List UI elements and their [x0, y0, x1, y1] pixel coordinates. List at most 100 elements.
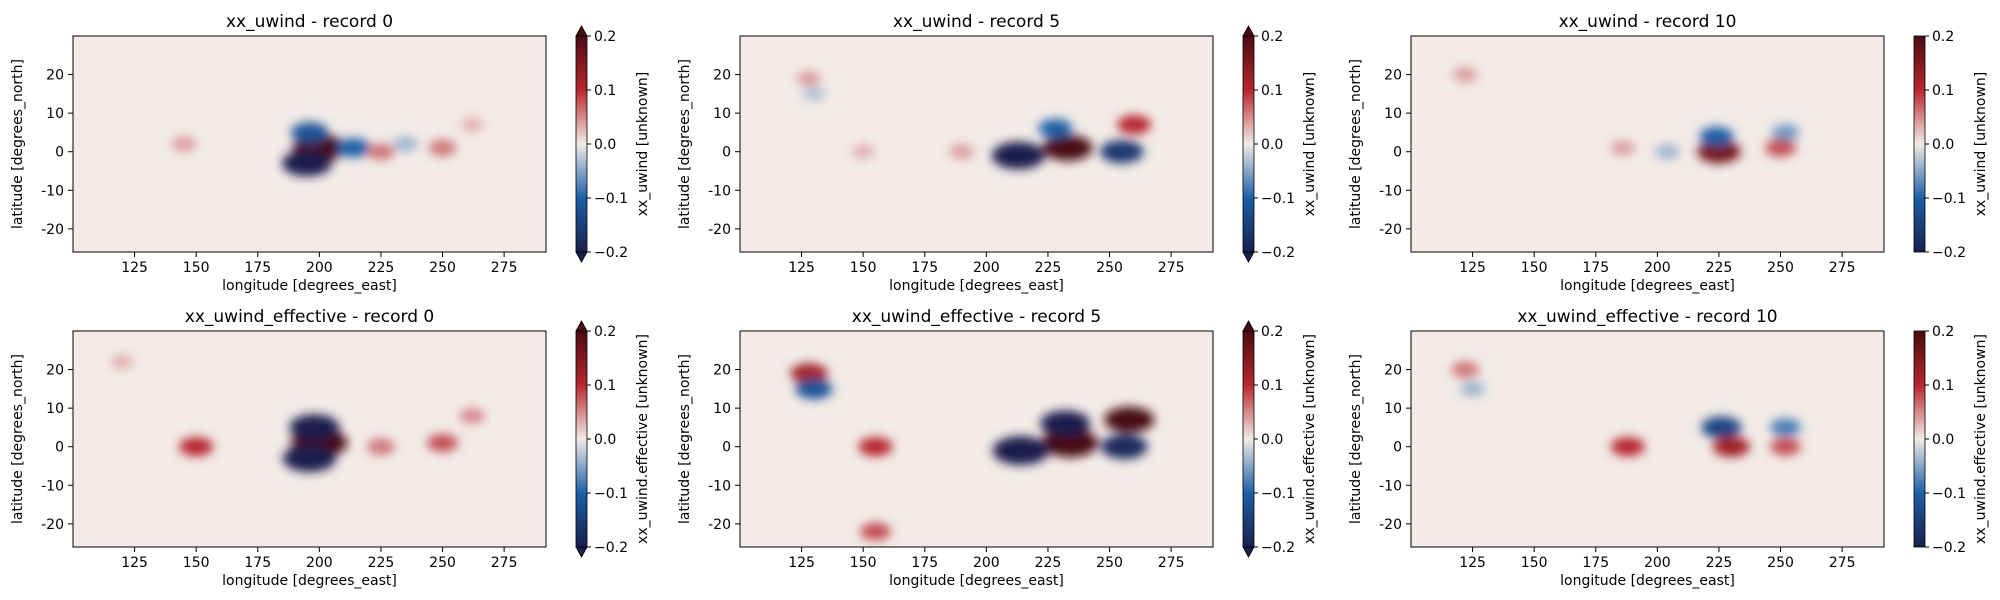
- y-tick-label: 20: [1384, 363, 1402, 379]
- x-tick-label: 200: [306, 555, 333, 571]
- colorbar-tick-label: 0.0: [1261, 137, 1283, 153]
- heatmap-background: [740, 36, 1213, 252]
- chart-title: xx_uwind_effective - record 10: [1517, 307, 1777, 327]
- x-tick-label: 150: [850, 260, 877, 276]
- heatmap-cell: [991, 141, 1045, 170]
- colorbar-label: xx_uwind.effective [unknown]: [635, 334, 651, 544]
- heatmap-field: [110, 354, 486, 472]
- colorbar-tick-label: 0.1: [594, 83, 616, 99]
- y-tick-label: -10: [41, 183, 64, 199]
- heatmap-cell: [1771, 124, 1800, 141]
- colorbar-label: xx_uwind [unknown]: [635, 72, 651, 217]
- colorbar-extend-min: [575, 546, 588, 558]
- y-axis-label: latitude [degrees_north]: [10, 59, 26, 229]
- colorbar: −0.2 −0.1 0.0 0.1 0.2 xx_uwind [unknown]: [575, 25, 651, 263]
- colorbar: −0.2 −0.1 0.0 0.1 0.2 xx_uwind [unknown]: [1242, 25, 1318, 263]
- chart-title: xx_uwind_effective - record 0: [185, 307, 434, 327]
- x-tick-label: 175: [911, 260, 938, 276]
- colorbar-label: xx_uwind.effective [unknown]: [1973, 334, 1989, 544]
- colorbar-tick-label: −0.1: [1932, 191, 1966, 207]
- heatmap-cell: [367, 438, 395, 455]
- colorbar-label: xx_uwind [unknown]: [1302, 72, 1318, 217]
- heatmap-cell: [171, 136, 197, 152]
- y-axis-label: latitude [degrees_north]: [677, 59, 693, 229]
- y-tick-label: 0: [55, 145, 64, 161]
- y-axis-label: latitude [degrees_north]: [10, 354, 26, 524]
- heatmap-field: [171, 117, 484, 177]
- y-tick-label: -10: [41, 478, 64, 494]
- heatmap-field: [790, 363, 1155, 541]
- heatmap-blobs: [796, 71, 1152, 170]
- heatmap-cell: [796, 71, 822, 86]
- colorbar-tick-label: 0.0: [1932, 137, 1954, 153]
- y-tick-label: -10: [708, 183, 731, 199]
- heatmap-cell: [110, 354, 134, 369]
- heatmap-cell: [393, 136, 418, 152]
- colorbar-tick-label: −0.1: [594, 486, 628, 502]
- x-axis-label: longitude [degrees_east]: [222, 278, 397, 294]
- x-axis-label: longitude [degrees_east]: [222, 573, 397, 589]
- heatmap-cell: [1460, 381, 1485, 397]
- heatmap-cell: [949, 144, 974, 160]
- colorbar-extend-min: [575, 251, 588, 263]
- heatmap-cell: [851, 144, 875, 159]
- y-tick-label: -20: [41, 222, 64, 238]
- colorbar-tick-label: 0.1: [594, 378, 616, 394]
- x-tick-label: 200: [973, 555, 1000, 571]
- x-tick-label: 275: [1829, 260, 1856, 276]
- y-tick-label: -20: [708, 222, 731, 238]
- colorbar-tick-label: −0.2: [1932, 245, 1966, 261]
- y-tick-label: 20: [46, 363, 64, 379]
- heatmap-cell: [1770, 418, 1801, 437]
- colorbar-tick-label: 0.1: [1261, 378, 1283, 394]
- heatmap-cell: [1038, 119, 1073, 139]
- y-tick-label: 20: [46, 68, 64, 84]
- x-axis-label: longitude [degrees_east]: [889, 278, 1064, 294]
- plot-frame: [72, 35, 547, 253]
- heatmap-cell: [858, 437, 893, 457]
- y-tick-label: -20: [1379, 517, 1402, 533]
- heatmap-cell: [1117, 115, 1152, 135]
- x-tick-label: 175: [1582, 555, 1609, 571]
- x-tick-label: 175: [244, 555, 271, 571]
- y-axis-label: latitude [degrees_north]: [1348, 59, 1364, 229]
- heatmap-panel: xx_uwind_effective - record 5 125 150 175 20…: [677, 307, 1318, 589]
- x-tick-label: 225: [1035, 555, 1062, 571]
- x-tick-label: 125: [1459, 260, 1486, 276]
- y-tick-label: -10: [708, 478, 731, 494]
- x-tick-label: 275: [1158, 260, 1185, 276]
- y-tick-label: 0: [1393, 145, 1402, 161]
- y-axis-label: latitude [degrees_north]: [1348, 354, 1364, 524]
- heatmap-background: [1411, 36, 1884, 252]
- colorbar-tick-label: 0.1: [1261, 83, 1283, 99]
- colorbar-tick-label: −0.2: [594, 245, 628, 261]
- y-tick-label: 10: [46, 401, 64, 417]
- x-tick-label: 150: [850, 555, 877, 571]
- x-tick-label: 225: [1706, 260, 1733, 276]
- y-tick-label: 10: [46, 106, 64, 122]
- heatmap-cell: [282, 444, 337, 472]
- y-tick-label: 0: [722, 145, 731, 161]
- x-tick-label: 250: [429, 555, 456, 571]
- plot-frame: [72, 330, 547, 548]
- x-tick-label: 150: [1521, 260, 1548, 276]
- heatmap-cell: [1712, 436, 1750, 457]
- x-tick-label: 200: [1644, 260, 1671, 276]
- y-tick-label: -10: [1379, 478, 1402, 494]
- x-tick-label: 175: [1582, 260, 1609, 276]
- x-tick-label: 200: [306, 260, 333, 276]
- heatmap-cell: [1765, 139, 1796, 157]
- heatmap-panel: xx_uwind_effective - record 10 125 150 175 2…: [1348, 307, 1989, 589]
- heatmap-field: [1451, 361, 1801, 457]
- colorbar-tick-label: 0.2: [594, 324, 616, 340]
- heatmap-cell: [1040, 410, 1091, 437]
- colorbar-tick-label: 0.2: [1932, 29, 1954, 45]
- colorbar: −0.2 −0.1 0.0 0.1 0.2 xx_uwind.effective [unk…: [575, 320, 651, 558]
- colorbar-gradient: [1914, 331, 1925, 547]
- y-tick-label: 20: [713, 68, 731, 84]
- x-tick-label: 150: [183, 260, 210, 276]
- colorbar-tick-label: −0.1: [1261, 486, 1295, 502]
- x-tick-label: 250: [1767, 260, 1794, 276]
- heatmap-cell: [289, 414, 340, 441]
